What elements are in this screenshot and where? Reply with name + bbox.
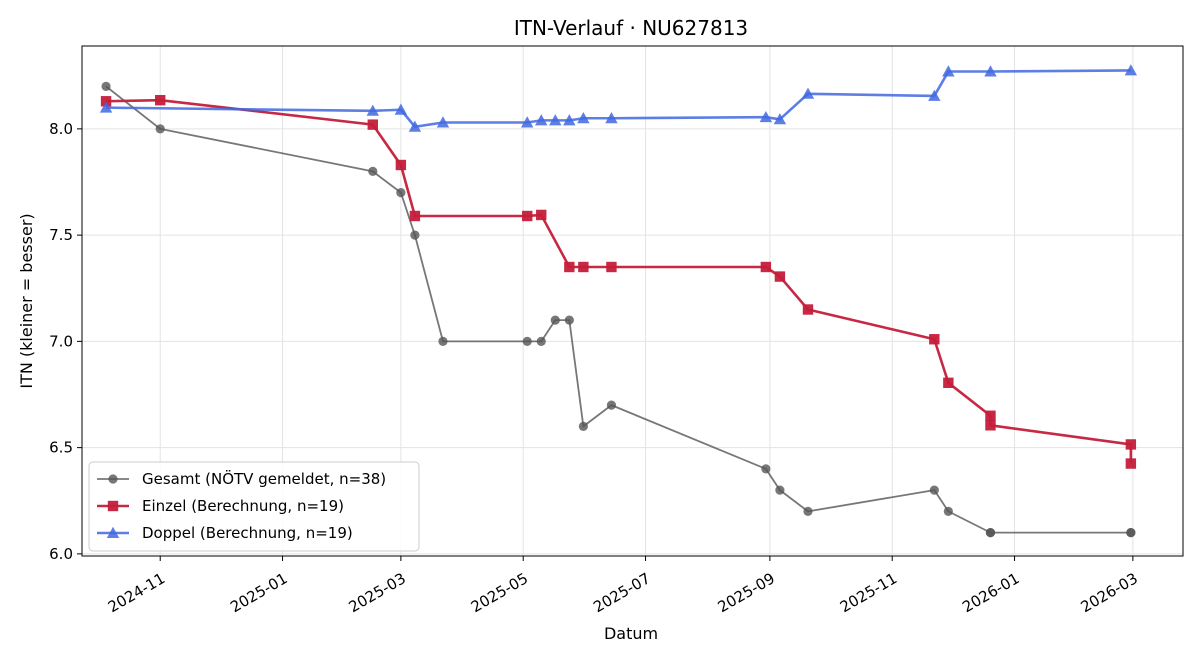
series-square <box>100 94 1137 469</box>
series-triangle <box>99 64 1138 132</box>
series-line-triangle <box>106 69 1131 129</box>
data-point-circle <box>396 188 406 198</box>
y-axis-label: ITN (kleiner = besser) <box>17 213 36 388</box>
data-point-square <box>760 261 772 273</box>
data-point-triangle <box>942 65 955 77</box>
data-point-square <box>606 261 617 273</box>
data-point-circle <box>522 336 532 346</box>
data-point-triangle <box>394 103 408 115</box>
data-point-circle <box>368 166 378 176</box>
data-point-square <box>985 410 996 421</box>
legend: Gesamt (NÖTV gemeldet, n=38) Einzel (Bere… <box>88 461 420 552</box>
data-point-circle <box>803 506 813 516</box>
y-tick-label: 7.5 <box>49 226 73 244</box>
chart-title: ITN-Verlauf · NU627813 <box>514 16 748 40</box>
series-layer <box>99 64 1138 538</box>
data-point-triangle <box>759 110 773 123</box>
data-point-square <box>802 304 814 315</box>
data-point-circle <box>438 336 448 346</box>
data-point-circle <box>761 464 771 474</box>
data-point-triangle <box>99 101 113 113</box>
y-tick-label: 7.0 <box>49 332 73 350</box>
data-point-triangle <box>563 114 576 126</box>
data-point-triangle <box>366 104 379 116</box>
plot-frame <box>81 45 1184 557</box>
data-point-triangle <box>535 114 548 126</box>
data-point-circle <box>985 528 996 538</box>
data-point-square <box>522 210 533 222</box>
data-point-square <box>155 94 166 106</box>
data-point-triangle <box>521 116 534 128</box>
data-point-circle <box>775 485 785 495</box>
legend-marker-circle <box>108 474 118 484</box>
legend-marker-square <box>107 500 119 512</box>
x-axis-label: Datum <box>604 624 658 643</box>
data-point-triangle <box>577 112 590 124</box>
legend-label: Gesamt (NÖTV gemeldet, n=38) <box>142 469 386 488</box>
data-point-triangle <box>605 112 618 124</box>
data-point-square <box>1125 439 1137 450</box>
data-point-triangle <box>436 116 450 128</box>
y-tick-label: 6.5 <box>49 439 73 457</box>
data-point-triangle <box>984 65 997 77</box>
data-point-circle <box>536 336 546 346</box>
data-point-square <box>536 209 547 221</box>
legend-label: Einzel (Berechnung, n=19) <box>142 497 344 515</box>
data-point-circle <box>943 506 953 516</box>
data-point-triangle <box>408 120 422 132</box>
data-point-square <box>985 420 996 431</box>
legend-marker-triangle <box>106 526 120 538</box>
data-point-square <box>578 261 589 273</box>
y-tick-label: 6.0 <box>49 545 73 563</box>
data-point-square <box>564 261 575 273</box>
data-point-square <box>367 119 378 130</box>
data-point-square <box>774 271 786 282</box>
data-point-circle <box>606 400 617 410</box>
data-point-square <box>1125 458 1137 469</box>
data-point-circle <box>1126 528 1136 538</box>
data-point-triangle <box>773 113 787 125</box>
data-point-circle <box>550 315 560 325</box>
data-point-square <box>929 334 940 345</box>
data-point-circle <box>564 315 574 325</box>
data-point-triangle <box>801 87 815 99</box>
data-point-circle <box>929 485 939 495</box>
data-point-square <box>100 96 112 107</box>
data-point-triangle <box>1124 64 1138 76</box>
data-point-circle <box>155 124 165 134</box>
data-point-triangle <box>928 89 941 101</box>
legend-box <box>88 461 420 552</box>
grid-lines <box>82 46 1183 556</box>
data-point-triangle <box>549 114 562 126</box>
series-circle <box>101 81 1136 538</box>
data-point-square <box>395 159 407 171</box>
data-point-circle <box>410 230 420 240</box>
data-point-circle <box>578 421 588 431</box>
data-point-square <box>943 377 954 389</box>
y-tick-label: 8.0 <box>49 120 73 138</box>
data-point-square <box>409 210 421 222</box>
legend-label: Doppel (Berechnung, n=19) <box>142 524 353 542</box>
data-point-circle <box>101 81 111 91</box>
